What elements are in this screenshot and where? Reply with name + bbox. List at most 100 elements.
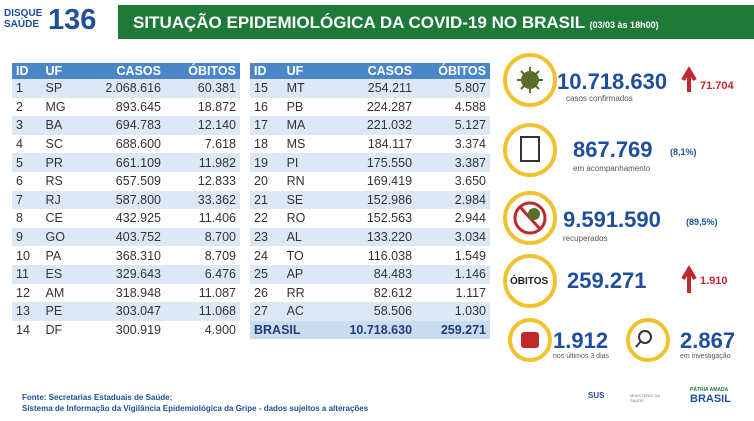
gov-top: PÁTRIA AMADA [690,387,729,393]
ministry-logo: MINISTÉRIO DA SAÚDE [630,393,660,403]
table-right: ID UF CASOS ÓBITOS 15 MT 254.211 5.807 16 PB 224.2… [250,63,490,340]
table-cell: 657.509 [115,174,161,189]
table-cell: MT [282,79,323,98]
footer: Fonte: Secretarias Estaduais de Saúde; Si… [22,392,368,414]
date: (03/03 às 18h00) [589,20,659,30]
deaths-icon: ÓBITOS [510,276,549,287]
table-cell: 84.483 [322,264,417,284]
table-cell: PB [286,99,304,114]
table-cell: MS [286,137,306,152]
table-cell: 11.068 [164,302,240,321]
table-cell: 329.643 [79,264,165,284]
column-header: CASOS [79,63,165,79]
table-cell: 10 [16,248,30,263]
table-cell: PR [41,153,80,172]
table-row: 25 AP 84.483 1.146 [250,264,490,284]
table-cell: 1.549 [454,248,486,263]
table-row: 4 SC 688.600 7.618 [12,135,240,154]
table-cell: ES [41,264,80,284]
table-cell: 2.984 [416,190,490,210]
table-row: 7 RJ 587.800 33.362 [12,190,240,210]
table-cell: 116.038 [367,248,413,263]
total-cell: BRASIL [250,320,323,340]
table-cell: 8 [16,211,23,226]
recovered-percent: (89,5%) [686,217,718,227]
table-row: 23 AL 133.220 3.034 [250,227,490,247]
total-cell: 259.271 [416,320,490,340]
table-cell: GO [41,227,80,247]
table-cell: PA [45,248,62,263]
table-row: 8 CE 432.925 11.406 [12,209,240,228]
table-cell: 11.087 [198,285,236,300]
table-cell: 15 [250,79,283,98]
table-row: 3 BA 694.783 12.140 [12,116,240,135]
table-cell: AM [45,285,65,300]
table-cell: 184.117 [367,137,413,152]
table-cell: 16 [254,99,268,114]
header-row: ID UF CASOS ÓBITOS [250,63,490,79]
table-cell: 11.406 [198,211,236,226]
table-cell: RJ [41,190,80,210]
table-cell: PE [41,302,80,321]
last-days-value: 1.912 [553,328,609,353]
table-row: 6 RS 657.509 12.833 [12,172,240,191]
source: Fonte: Secretarias Estaduais de Saúde; [22,393,173,402]
table-cell: 58.506 [322,302,417,321]
table-cell: 4.900 [204,323,236,338]
total-cell: 10.718.630 [322,320,417,340]
logo-number: 136 [48,4,97,36]
table-cell: 254.211 [322,79,417,98]
table-cell: BA [41,116,80,135]
table-cell: 9 [12,227,42,247]
table-cell: 6 [16,174,23,189]
sus-logo: SUS [588,391,605,400]
last-days-label: nos últimos 3 dias [553,353,610,360]
table-cell: 3.034 [416,227,490,247]
table-row: 2 MG 893.645 18.872 [12,98,240,117]
table-cell: 893.645 [115,99,161,114]
table-cell: SE [282,190,323,210]
table-cell: 221.032 [322,116,417,135]
column-header: ID [250,63,283,79]
table-cell: 152.986 [322,190,417,210]
table-row: 26 RR 82.612 1.117 [250,284,490,303]
confirmed-label: casos confirmados [566,94,633,103]
table-cell: 661.109 [79,153,165,172]
table-row: 17 MA 221.032 5.127 [250,116,490,135]
table-cell: 17 [250,116,283,135]
table-cell: RN [286,174,305,189]
table-cell: SP [41,79,80,98]
title-text: SITUAÇÃO EPIDEMIOLÓGICA DA COVID-19 NO B… [133,13,585,32]
table-cell: 12.833 [197,174,236,189]
table-cell: 7.618 [204,137,236,152]
column-header: UF [41,63,80,79]
gov-logo: PÁTRIA AMADA BRASIL [690,386,731,405]
recovered-value: 9.591.590 [563,207,661,232]
table-row: 19 PI 175.550 3.387 [250,153,490,172]
table-row: 10 PA 368.310 8.709 [12,246,240,265]
column-header: UF [282,63,323,79]
logo-bottom: SAÚDE [4,19,40,30]
table-cell: 3.387 [416,153,490,172]
table-row: 5 PR 661.109 11.982 [12,153,240,172]
table-cell: 3.374 [454,137,486,152]
logo-top: DISQUE [4,8,43,19]
table-cell: 368.310 [115,248,161,263]
table-cell: TO [286,248,304,263]
table-cell: RO [286,211,306,226]
confirmed-new: 71.704 [700,80,734,92]
table-cell: 23 [250,227,283,247]
column-header: ÓBITOS [416,63,490,79]
table-cell: 21 [250,190,283,210]
table-row: 20 RN 169.419 3.650 [250,172,490,191]
column-header: ÓBITOS [164,63,240,79]
title-bar [118,5,754,39]
table-cell: 133.220 [322,227,417,247]
table-cell: 2.944 [454,211,486,226]
monitoring-value: 867.769 [573,137,653,162]
table-cell: 2 [16,99,23,114]
title: SITUAÇÃO EPIDEMIOLÓGICA DA COVID-19 NO B… [133,13,659,33]
table-cell: 4 [16,137,23,152]
table-row: 18 MS 184.117 3.374 [250,135,490,154]
